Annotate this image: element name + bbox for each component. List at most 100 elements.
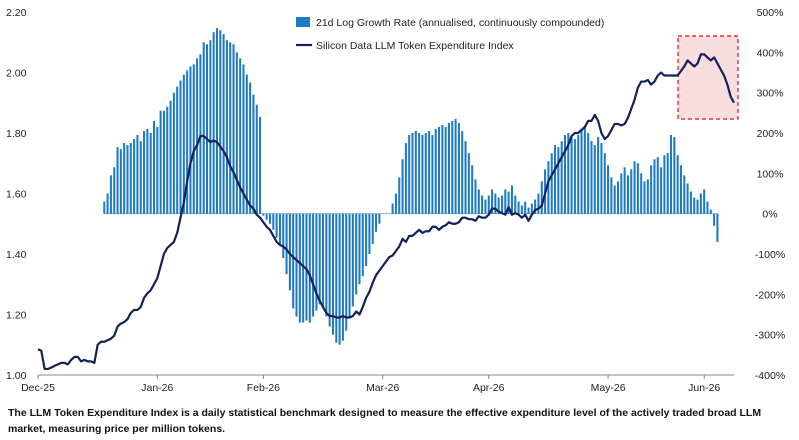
growth-bar (607, 165, 610, 214)
y-right-tick-label: 100% (757, 168, 784, 180)
growth-bar (610, 177, 613, 214)
x-tick-label: Mar-26 (366, 382, 399, 394)
growth-bar (451, 120, 454, 214)
growth-bar (162, 110, 165, 214)
growth-bar (146, 128, 149, 214)
growth-bar (597, 137, 600, 214)
growth-bar (222, 34, 225, 214)
growth-bar (497, 197, 500, 214)
growth-bar (348, 213, 351, 317)
growth-bar (136, 135, 139, 214)
growth-bar (219, 30, 222, 214)
growth-bar (159, 110, 162, 214)
growth-bar (312, 213, 315, 317)
growth-bar (262, 213, 265, 216)
growth-bar (474, 179, 477, 214)
growth-bar (192, 64, 195, 214)
growth-bar (232, 44, 235, 214)
y-left-tick-label: 1.20 (6, 310, 27, 322)
growth-bar (461, 130, 464, 214)
y-right-tick-label: -100% (755, 249, 785, 261)
growth-bar (368, 213, 371, 254)
growth-bar (139, 141, 142, 214)
growth-bar (716, 213, 719, 242)
growth-bar (235, 52, 238, 214)
growth-bar (640, 173, 643, 214)
growth-bar (259, 116, 262, 214)
y-right-tick-label: 400% (757, 47, 784, 59)
growth-bar (650, 165, 653, 214)
growth-bar (272, 213, 275, 230)
growth-bar (447, 122, 450, 214)
growth-bar (318, 213, 321, 305)
y-left-tick-label: 1.00 (6, 370, 27, 382)
growth-bar (365, 213, 368, 267)
growth-bar (616, 181, 620, 214)
growth-bar (507, 191, 510, 214)
growth-bar (491, 189, 494, 214)
growth-bar (391, 203, 394, 214)
growth-bar (123, 143, 126, 214)
growth-bar (600, 143, 603, 214)
x-tick-label: Apr-26 (473, 382, 505, 394)
growth-bar (215, 28, 218, 214)
growth-bar (683, 175, 686, 214)
growth-bar (630, 169, 633, 214)
growth-bar (371, 213, 374, 244)
growth-bar (464, 141, 467, 214)
growth-bar (524, 201, 527, 214)
growth-bar (239, 58, 242, 214)
growth-bar (703, 189, 706, 214)
growth-bar (242, 64, 245, 214)
growth-bar (557, 147, 560, 214)
highlight-box (677, 35, 739, 120)
x-tick-label: May-26 (591, 382, 626, 394)
growth-bar (434, 128, 437, 214)
growth-bar (285, 213, 288, 275)
growth-bar (295, 213, 298, 317)
growth-bar (547, 161, 550, 214)
growth-bar (554, 145, 557, 214)
growth-bar (126, 145, 129, 214)
growth-bar (593, 145, 596, 214)
growth-bar (116, 147, 119, 214)
y-left-tick-label: 1.80 (6, 128, 27, 140)
growth-bar (212, 32, 215, 214)
chart-caption: The LLM Token Expenditure Index is a dai… (8, 407, 762, 435)
growth-bar (179, 80, 182, 214)
growth-bar (573, 139, 576, 214)
growth-bar (421, 135, 424, 214)
growth-bar (570, 137, 573, 214)
growth-bar (438, 126, 441, 214)
growth-bar (325, 213, 328, 317)
growth-bar (315, 213, 318, 311)
growth-bar (633, 161, 636, 214)
growth-bar (424, 133, 427, 214)
x-tick-label: Feb-26 (247, 382, 280, 394)
growth-bar (133, 139, 136, 214)
growth-bar (338, 213, 341, 345)
growth-bar (408, 135, 411, 214)
growth-bar (414, 130, 417, 214)
growth-bar (149, 133, 152, 214)
growth-bar (517, 201, 520, 214)
growth-bar (305, 213, 308, 321)
growth-bar (577, 135, 580, 214)
x-tick-label: Jun-26 (688, 382, 720, 394)
growth-bar (583, 126, 586, 214)
y-right-tick-label: -400% (755, 370, 785, 382)
growth-bar (196, 58, 199, 214)
growth-bar (500, 195, 504, 214)
growth-bar (129, 143, 132, 214)
legend-bar-label: 21d Log Growth Rate (annualised, continu… (316, 17, 604, 29)
growth-bar (335, 213, 338, 343)
growth-bar (484, 199, 487, 214)
growth-bar (169, 100, 172, 214)
y-right-tick-label: 500% (757, 7, 784, 19)
y-left-tick-label: 1.40 (6, 249, 27, 261)
growth-bar (537, 193, 540, 214)
growth-bar (378, 213, 381, 224)
growth-bar (119, 149, 122, 214)
growth-bar (431, 135, 434, 214)
growth-bar (106, 193, 109, 214)
